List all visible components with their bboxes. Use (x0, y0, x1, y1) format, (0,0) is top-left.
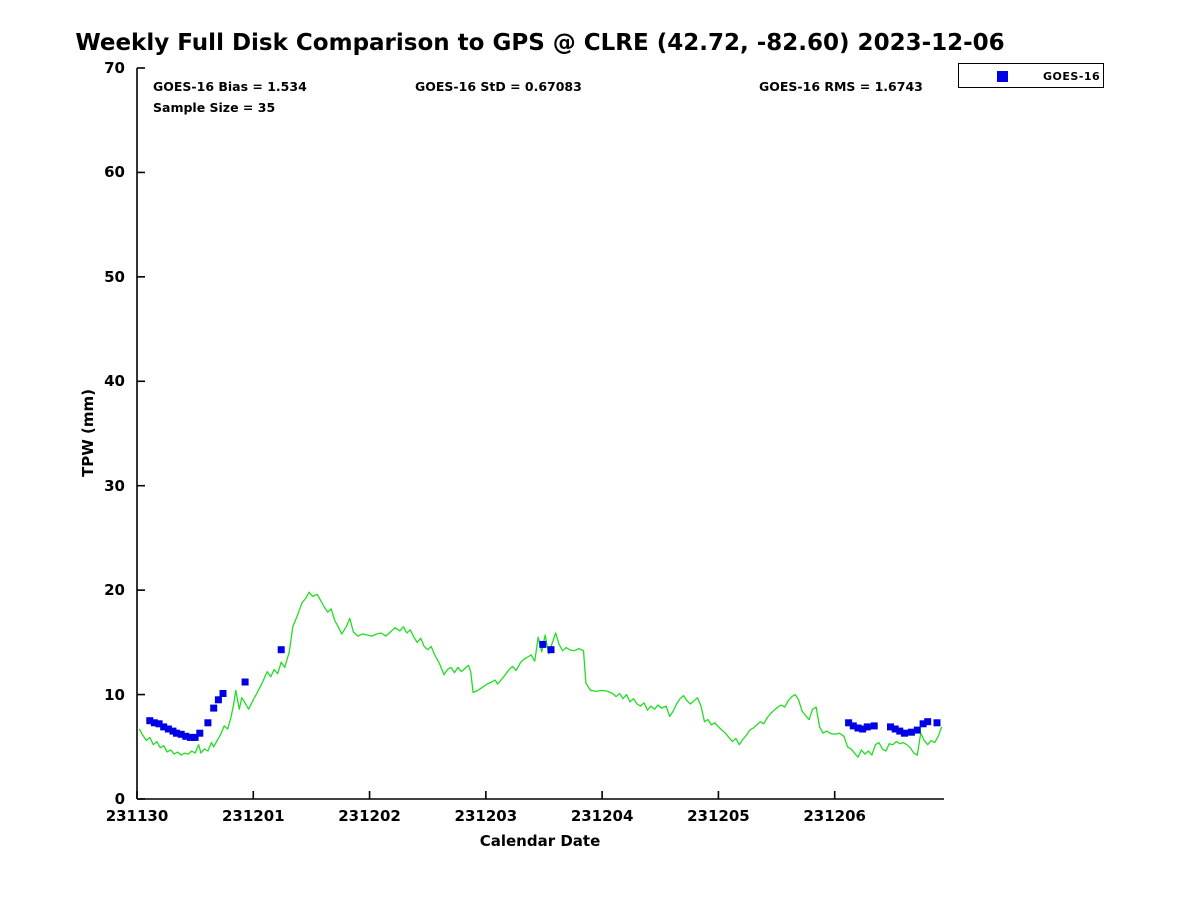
x-tick-label: 231204 (570, 807, 634, 825)
y-tick-label: 40 (104, 372, 125, 391)
goes16-data-point (173, 729, 180, 737)
stat-bias: GOES-16 Bias = 1.534 (153, 79, 307, 94)
goes16-data-point (160, 723, 168, 731)
legend-entry-label: GOES-16 (1043, 70, 1101, 83)
legend-square-marker-icon (997, 71, 1008, 82)
goes16-data-point (219, 690, 227, 697)
goes16-data-point (859, 725, 867, 733)
goes16-data-point (845, 719, 853, 727)
goes16-markers (146, 640, 941, 741)
goes16-data-point (214, 696, 222, 704)
x-tick-label: 231201 (221, 807, 285, 825)
goes16-data-point (277, 646, 285, 654)
y-axis-label: TPW (mm) (79, 389, 97, 477)
goes16-data-point (913, 726, 921, 734)
goes16-data-point (933, 719, 941, 727)
chart-title: Weekly Full Disk Comparison to GPS @ CLR… (75, 30, 1005, 56)
goes16-data-point (155, 720, 163, 728)
goes16-data-point (863, 723, 871, 731)
goes16-data-point (919, 720, 927, 728)
goes16-data-point (187, 733, 194, 741)
x-tick-label: 231206 (803, 807, 866, 825)
x-tick-label: 231203 (454, 807, 518, 825)
goes16-data-point (901, 729, 908, 737)
x-tick-label: 231205 (687, 807, 750, 825)
goes16-data-point (870, 722, 878, 730)
y-tick-label: 70 (104, 59, 125, 77)
goes16-data-point (924, 718, 932, 726)
goes16-data-point (177, 730, 185, 738)
goes16-data-point (150, 719, 158, 727)
goes16-data-point (191, 733, 199, 741)
y-tick-label: 60 (104, 163, 125, 182)
gps-line (138, 591, 943, 758)
x-axis-label: Calendar Date (479, 832, 601, 850)
goes16-data-point (539, 640, 547, 648)
y-tick-label: 0 (114, 790, 125, 808)
stat-sample-size: Sample Size = 35 (153, 100, 276, 115)
goes16-data-point (196, 729, 204, 737)
x-tick-label: 231130 (105, 807, 169, 825)
legend: GOES-16 (958, 63, 1104, 88)
goes16-data-point (854, 724, 862, 732)
goes16-data-point (241, 678, 249, 686)
stat-rms: GOES-16 RMS = 1.6743 (759, 79, 923, 94)
y-tick-label: 20 (104, 581, 125, 600)
goes16-data-point (907, 728, 915, 736)
goes16-data-point (164, 725, 172, 733)
stat-std: GOES-16 StD = 0.67083 (415, 79, 582, 94)
y-tick-label: 30 (104, 476, 125, 495)
x-tick-label: 231202 (338, 807, 401, 825)
goes16-data-point (896, 727, 904, 735)
goes16-data-point (891, 725, 899, 733)
goes16-data-point (146, 717, 154, 725)
goes16-data-point (210, 704, 218, 712)
goes16-data-point (204, 719, 212, 727)
goes16-data-point (849, 722, 857, 730)
goes16-data-point (547, 646, 555, 654)
y-tick-label: 50 (104, 267, 125, 286)
goes16-data-point (182, 732, 190, 740)
goes16-data-point (887, 723, 894, 731)
y-tick-label: 10 (104, 685, 125, 704)
